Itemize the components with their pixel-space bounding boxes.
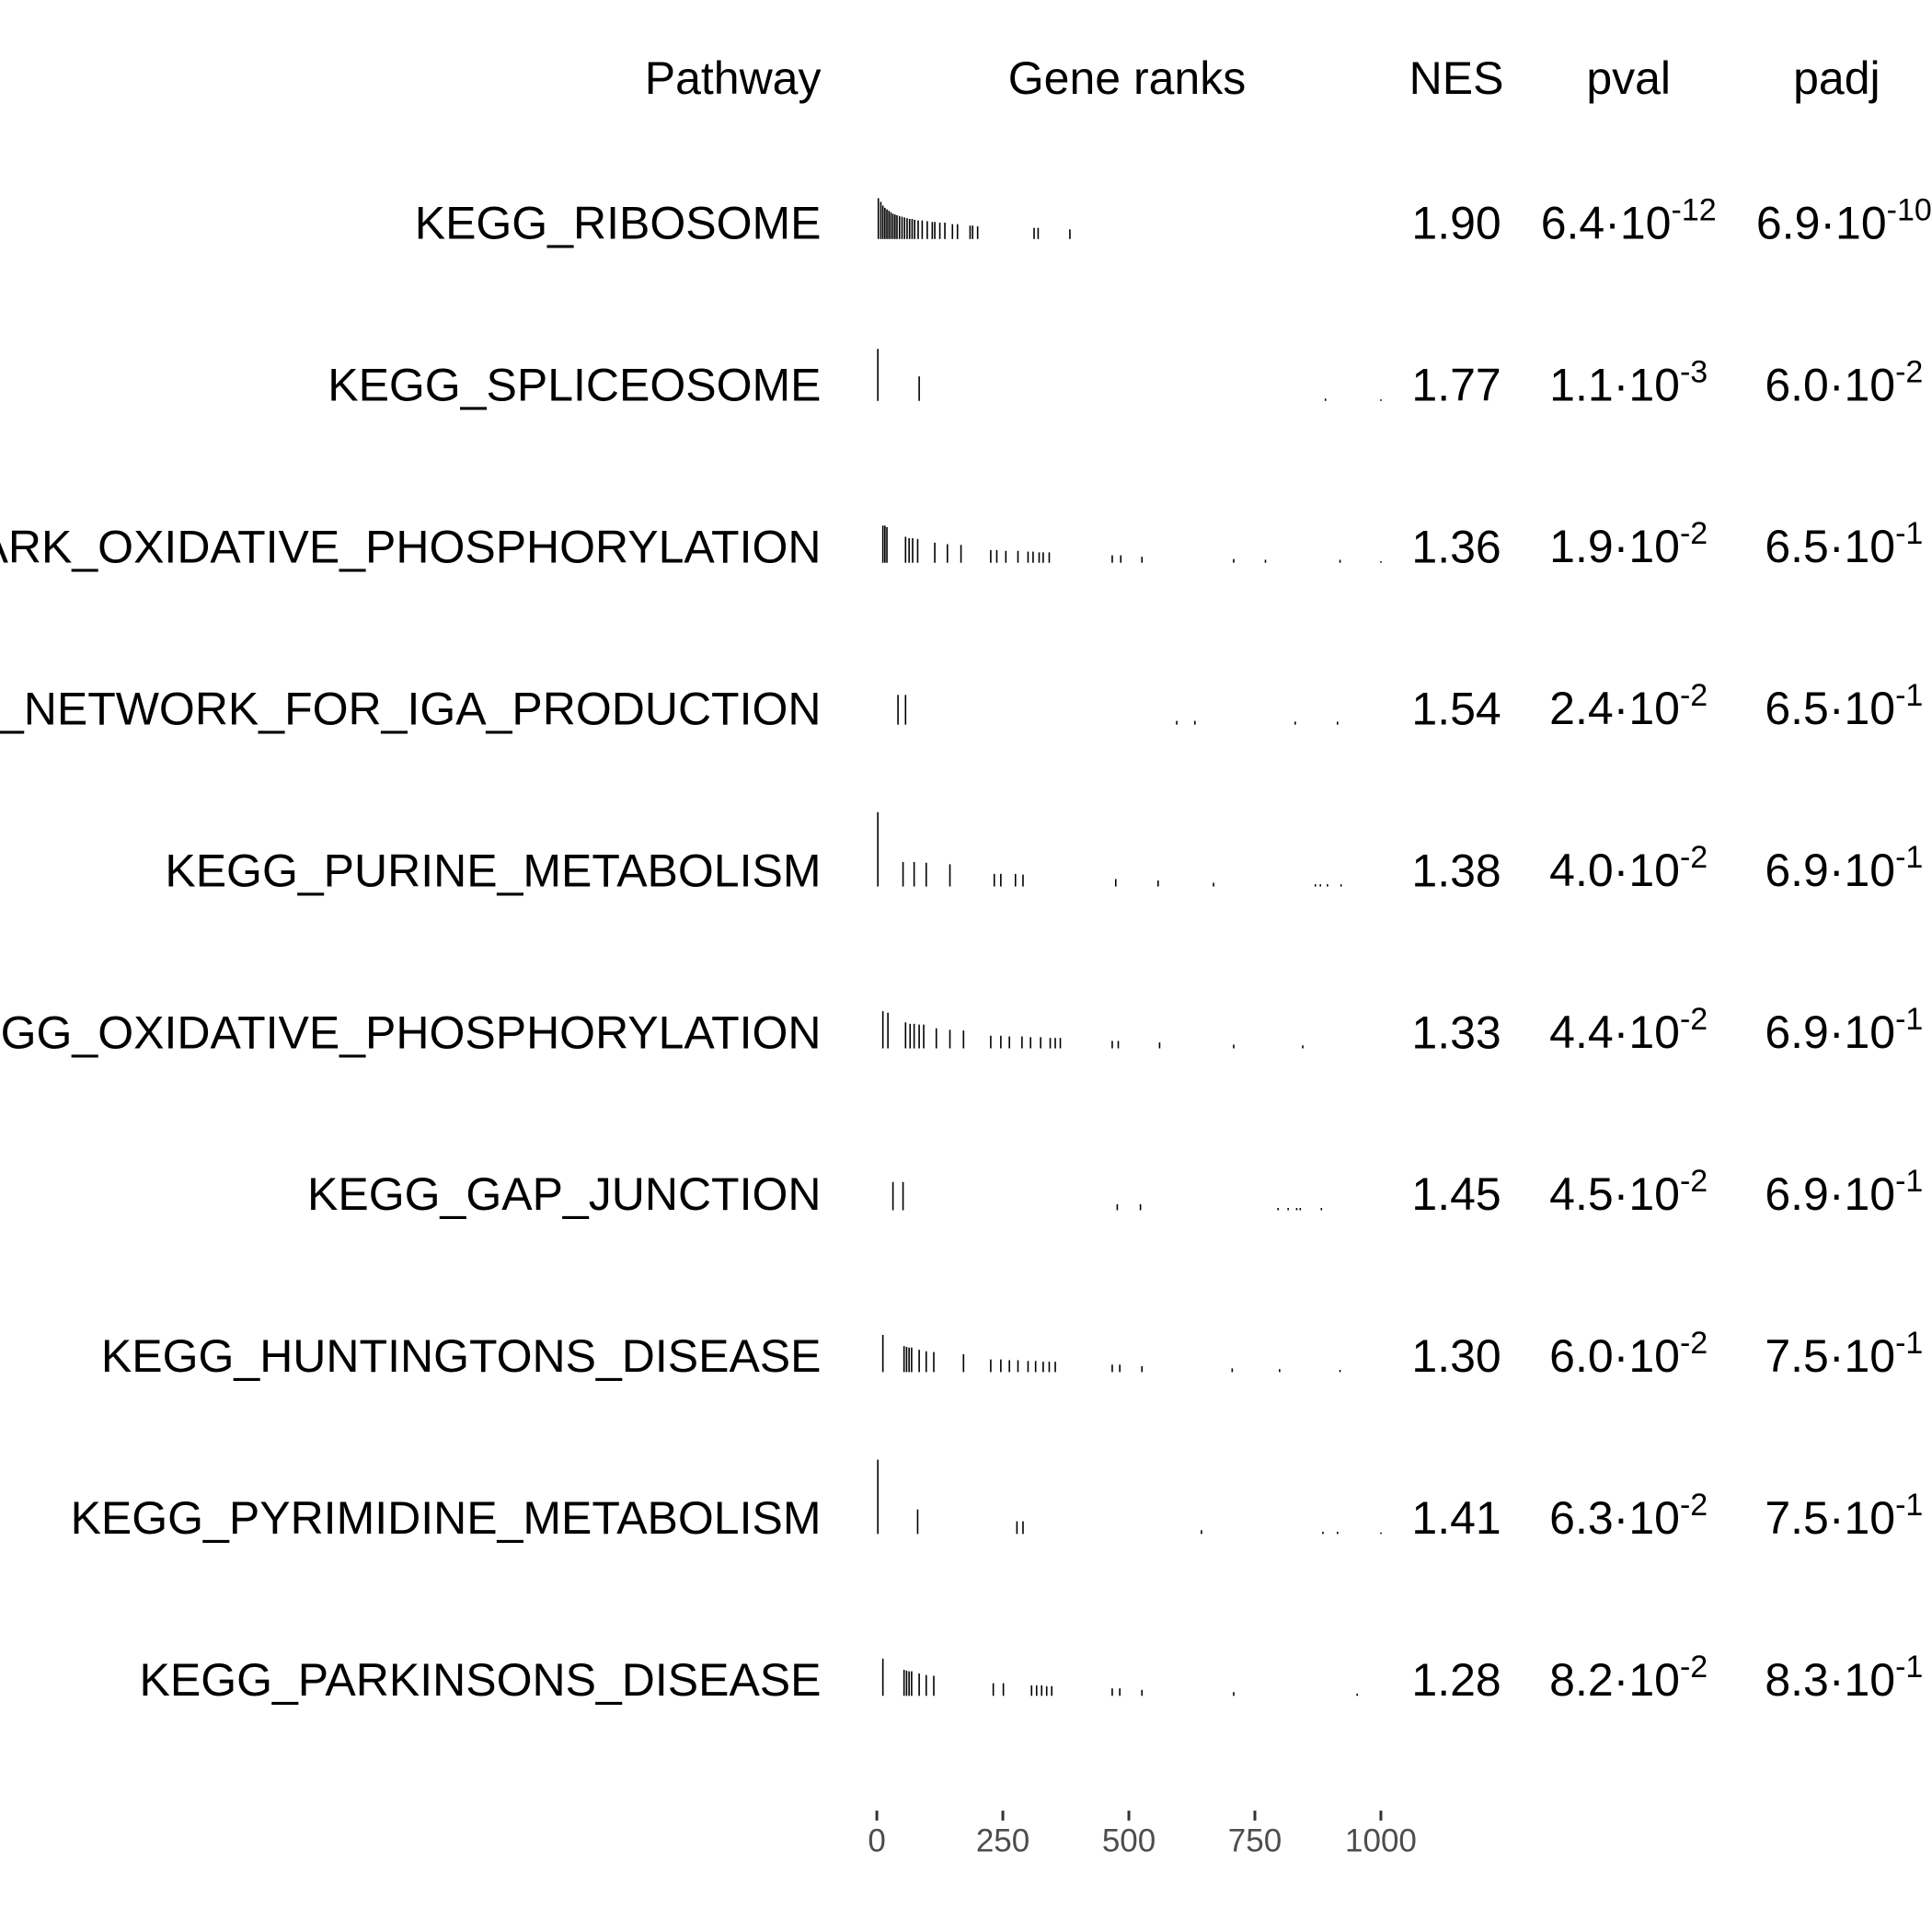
pval-exponent: -2	[1680, 516, 1708, 551]
pathway-name: KEGG_RIBOSOME	[415, 198, 822, 249]
padj-exponent: -1	[1895, 1164, 1923, 1199]
pval: 4.4·10-2	[1549, 1002, 1708, 1058]
pval: 1.1·10-3	[1549, 354, 1708, 410]
padj: 6.9·10-1	[1765, 1164, 1923, 1220]
column-header: Pathway	[645, 52, 822, 104]
pval-exponent: -12	[1672, 192, 1717, 227]
nes: 1.33	[1411, 1006, 1501, 1058]
pval-exponent: -2	[1680, 840, 1708, 875]
pval-exponent: -2	[1680, 1650, 1708, 1685]
pval: 2.4·10-2	[1549, 678, 1708, 734]
padj-exponent: -1	[1895, 1650, 1923, 1685]
pval-base: 4.0·10	[1549, 845, 1680, 896]
column-header: Gene ranks	[1008, 52, 1246, 104]
nes: 1.38	[1411, 845, 1501, 896]
pathway-name: KEGG_OXIDATIVE_PHOSPHORYLATION	[0, 1006, 822, 1058]
padj-base: 6.5·10	[1765, 683, 1895, 734]
pval-base: 1.9·10	[1549, 521, 1680, 572]
padj-exponent: -1	[1895, 678, 1923, 713]
padj-base: 6.0·10	[1765, 359, 1895, 410]
padj: 6.9·10-1	[1765, 840, 1923, 896]
pathway-name: KEGG_GAP_JUNCTION	[307, 1168, 821, 1220]
column-header: pval	[1586, 52, 1671, 104]
padj: 8.3·10-1	[1765, 1650, 1923, 1706]
column-header: padj	[1793, 52, 1880, 104]
pathway-name: KEGG_SPLICEOSOME	[328, 359, 821, 410]
nes: 1.30	[1411, 1330, 1501, 1382]
padj-base: 6.9·10	[1765, 1006, 1895, 1058]
padj-base: 6.9·10	[1765, 1168, 1895, 1220]
nes: 1.36	[1411, 521, 1501, 572]
pathway-name: HALLMARK_OXIDATIVE_PHOSPHORYLATION	[0, 521, 822, 572]
pathway-name: KEGG_HUNTINGTONS_DISEASE	[101, 1330, 822, 1382]
padj: 6.0·10-2	[1765, 354, 1923, 410]
pval: 1.9·10-2	[1549, 516, 1708, 572]
pval-base: 4.4·10	[1549, 1006, 1680, 1058]
pval-base: 8.2·10	[1549, 1654, 1680, 1706]
padj: 6.5·10-1	[1765, 516, 1923, 572]
padj-exponent: -1	[1895, 840, 1923, 875]
x-tick-label: 750	[1228, 1823, 1282, 1858]
padj-base: 7.5·10	[1765, 1492, 1895, 1544]
padj: 6.9·10-10	[1756, 192, 1932, 248]
pval-base: 6.4·10	[1541, 198, 1672, 249]
padj: 6.9·10-1	[1765, 1002, 1923, 1058]
x-tick-label: 0	[868, 1823, 885, 1858]
padj-base: 6.9·10	[1756, 198, 1887, 249]
nes: 1.90	[1411, 198, 1501, 249]
nes: 1.77	[1411, 359, 1501, 410]
x-tick-label: 500	[1102, 1823, 1156, 1858]
padj-exponent: -1	[1895, 516, 1923, 551]
padj: 6.5·10-1	[1765, 678, 1923, 734]
pval-exponent: -2	[1680, 1326, 1708, 1361]
padj-base: 8.3·10	[1765, 1654, 1895, 1706]
pval-exponent: -2	[1680, 1002, 1708, 1037]
padj-exponent: -1	[1895, 1488, 1923, 1523]
pval-base: 2.4·10	[1549, 683, 1680, 734]
pval: 4.0·10-2	[1549, 840, 1708, 896]
padj-exponent: -1	[1895, 1002, 1923, 1037]
padj-exponent: -2	[1895, 354, 1923, 389]
padj-base: 6.5·10	[1765, 521, 1895, 572]
x-tick-label: 250	[976, 1823, 1029, 1858]
pval-base: 6.3·10	[1549, 1492, 1680, 1544]
nes: 1.54	[1411, 683, 1501, 734]
pathway-name: KEGG_PARKINSONS_DISEASE	[140, 1654, 822, 1706]
padj-exponent: -1	[1895, 1326, 1923, 1361]
nes: 1.41	[1411, 1492, 1501, 1544]
pval: 8.2·10-2	[1549, 1650, 1708, 1706]
pval-exponent: -2	[1680, 678, 1708, 713]
pval-base: 6.0·10	[1549, 1330, 1680, 1382]
pval-exponent: -3	[1680, 354, 1708, 389]
pathway-name: KEGG_PYRIMIDINE_METABOLISM	[71, 1492, 822, 1544]
padj-base: 6.9·10	[1765, 845, 1895, 896]
nes: 1.45	[1411, 1168, 1501, 1220]
nes: 1.28	[1411, 1654, 1501, 1706]
padj: 7.5·10-1	[1765, 1488, 1923, 1544]
pathway-name: BIOCARTA_INTESTINAL_IMMUNE_NETWORK_FOR_I…	[0, 683, 822, 734]
column-header: NES	[1409, 52, 1504, 104]
x-tick-label: 1000	[1345, 1823, 1417, 1858]
padj-base: 7.5·10	[1765, 1330, 1895, 1382]
pval: 4.5·10-2	[1549, 1164, 1708, 1220]
pval: 6.4·10-12	[1541, 192, 1717, 248]
pathway-name: KEGG_PURINE_METABOLISM	[165, 845, 821, 896]
pval-base: 1.1·10	[1549, 359, 1680, 410]
pval: 6.0·10-2	[1549, 1326, 1708, 1382]
pval: 6.3·10-2	[1549, 1488, 1708, 1544]
pval-exponent: -2	[1680, 1488, 1708, 1523]
pval-base: 4.5·10	[1549, 1168, 1680, 1220]
padj: 7.5·10-1	[1765, 1326, 1923, 1382]
pval-exponent: -2	[1680, 1164, 1708, 1199]
padj-exponent: -10	[1887, 192, 1932, 227]
